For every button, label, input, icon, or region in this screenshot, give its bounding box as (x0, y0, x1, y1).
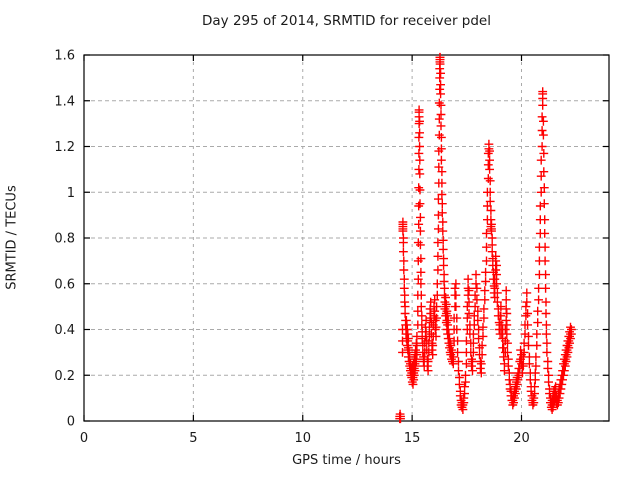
data-points (395, 52, 576, 424)
axis-tick-labels: 0 5 10 15 20 0 0.2 0.4 0.6 0.8 1 1.2 1.4 1.6 (54, 49, 529, 447)
x-tick-label: 15 (404, 431, 421, 446)
y-tick-label: 0.4 (54, 323, 75, 338)
chart-title: Day 295 of 2014, SRMTID for receiver pde… (202, 13, 491, 29)
axis-ticks (83, 54, 609, 422)
y-tick-label: 0.8 (54, 232, 75, 247)
y-tick-label: 1.6 (54, 49, 75, 64)
gridlines (84, 55, 609, 421)
y-tick-label: 0 (67, 415, 75, 430)
y-tick-label: 1.4 (54, 94, 75, 109)
x-tick-label: 20 (513, 431, 530, 446)
x-tick-label: 5 (189, 431, 197, 446)
y-tick-label: 1 (67, 186, 75, 201)
x-tick-label: 0 (80, 431, 88, 446)
y-tick-label: 0.2 (54, 369, 75, 384)
scatter-plus-markers (395, 52, 576, 424)
x-axis-title: GPS time / hours (292, 453, 401, 468)
y-tick-label: 1.2 (54, 140, 75, 155)
y-tick-label: 0.6 (54, 277, 75, 292)
x-tick-label: 10 (294, 431, 311, 446)
